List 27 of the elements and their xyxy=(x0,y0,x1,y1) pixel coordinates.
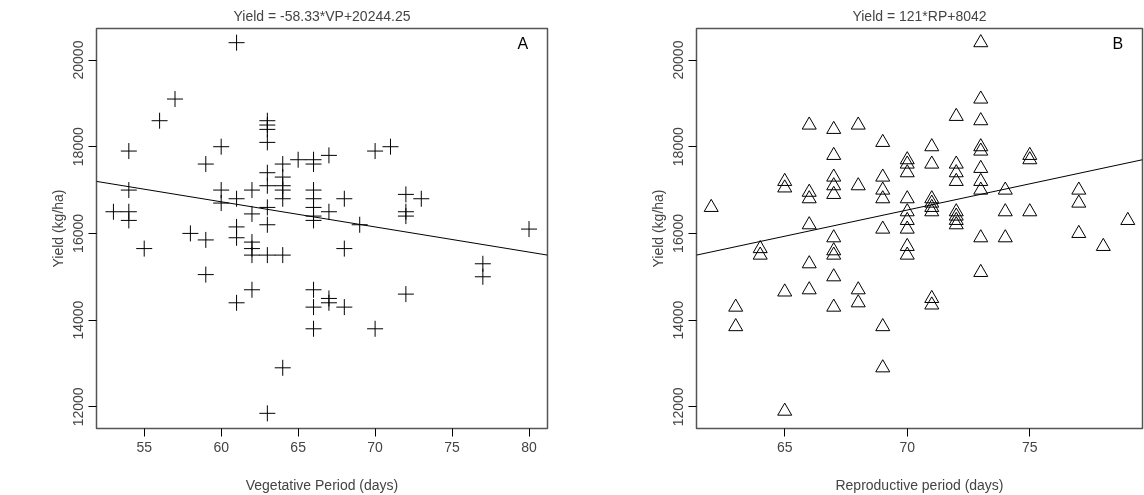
y-tick-label: 14000 xyxy=(70,300,87,340)
y-axis-title: Yield (kg/ha) xyxy=(649,189,666,268)
x-tick-label: 65 xyxy=(290,438,307,455)
annotation: A xyxy=(517,34,529,52)
chart-title: Yield = -58.33*VP+20244.25 xyxy=(233,7,411,24)
x-tick-label: 65 xyxy=(776,438,793,455)
x-tick-label: 80 xyxy=(521,438,538,455)
y-tick-label: 20000 xyxy=(70,40,87,80)
x-tick-label: 55 xyxy=(136,438,153,455)
x-axis-title: Reproductive period (days) xyxy=(835,476,1004,493)
y-tick-label: 14000 xyxy=(670,300,687,340)
x-tick-label: 70 xyxy=(899,438,916,455)
x-tick-label: 75 xyxy=(444,438,461,455)
chart-title: Yield = 121*RP+8042 xyxy=(852,7,987,24)
x-tick-label: 75 xyxy=(1021,438,1038,455)
y-axis-title: Yield (kg/ha) xyxy=(49,189,66,268)
y-tick-label: 18000 xyxy=(70,127,87,167)
x-tick-label: 60 xyxy=(213,438,230,455)
x-axis-title: Vegetative Period (days) xyxy=(245,476,399,493)
y-tick-label: 18000 xyxy=(670,127,687,167)
y-tick-label: 20000 xyxy=(670,40,687,80)
x-tick-label: 70 xyxy=(367,438,384,455)
y-tick-label: 16000 xyxy=(670,213,687,253)
y-tick-label: 16000 xyxy=(70,213,87,253)
y-tick-label: 12000 xyxy=(670,387,687,427)
y-tick-label: 12000 xyxy=(70,387,87,427)
annotation: B xyxy=(1112,34,1124,52)
